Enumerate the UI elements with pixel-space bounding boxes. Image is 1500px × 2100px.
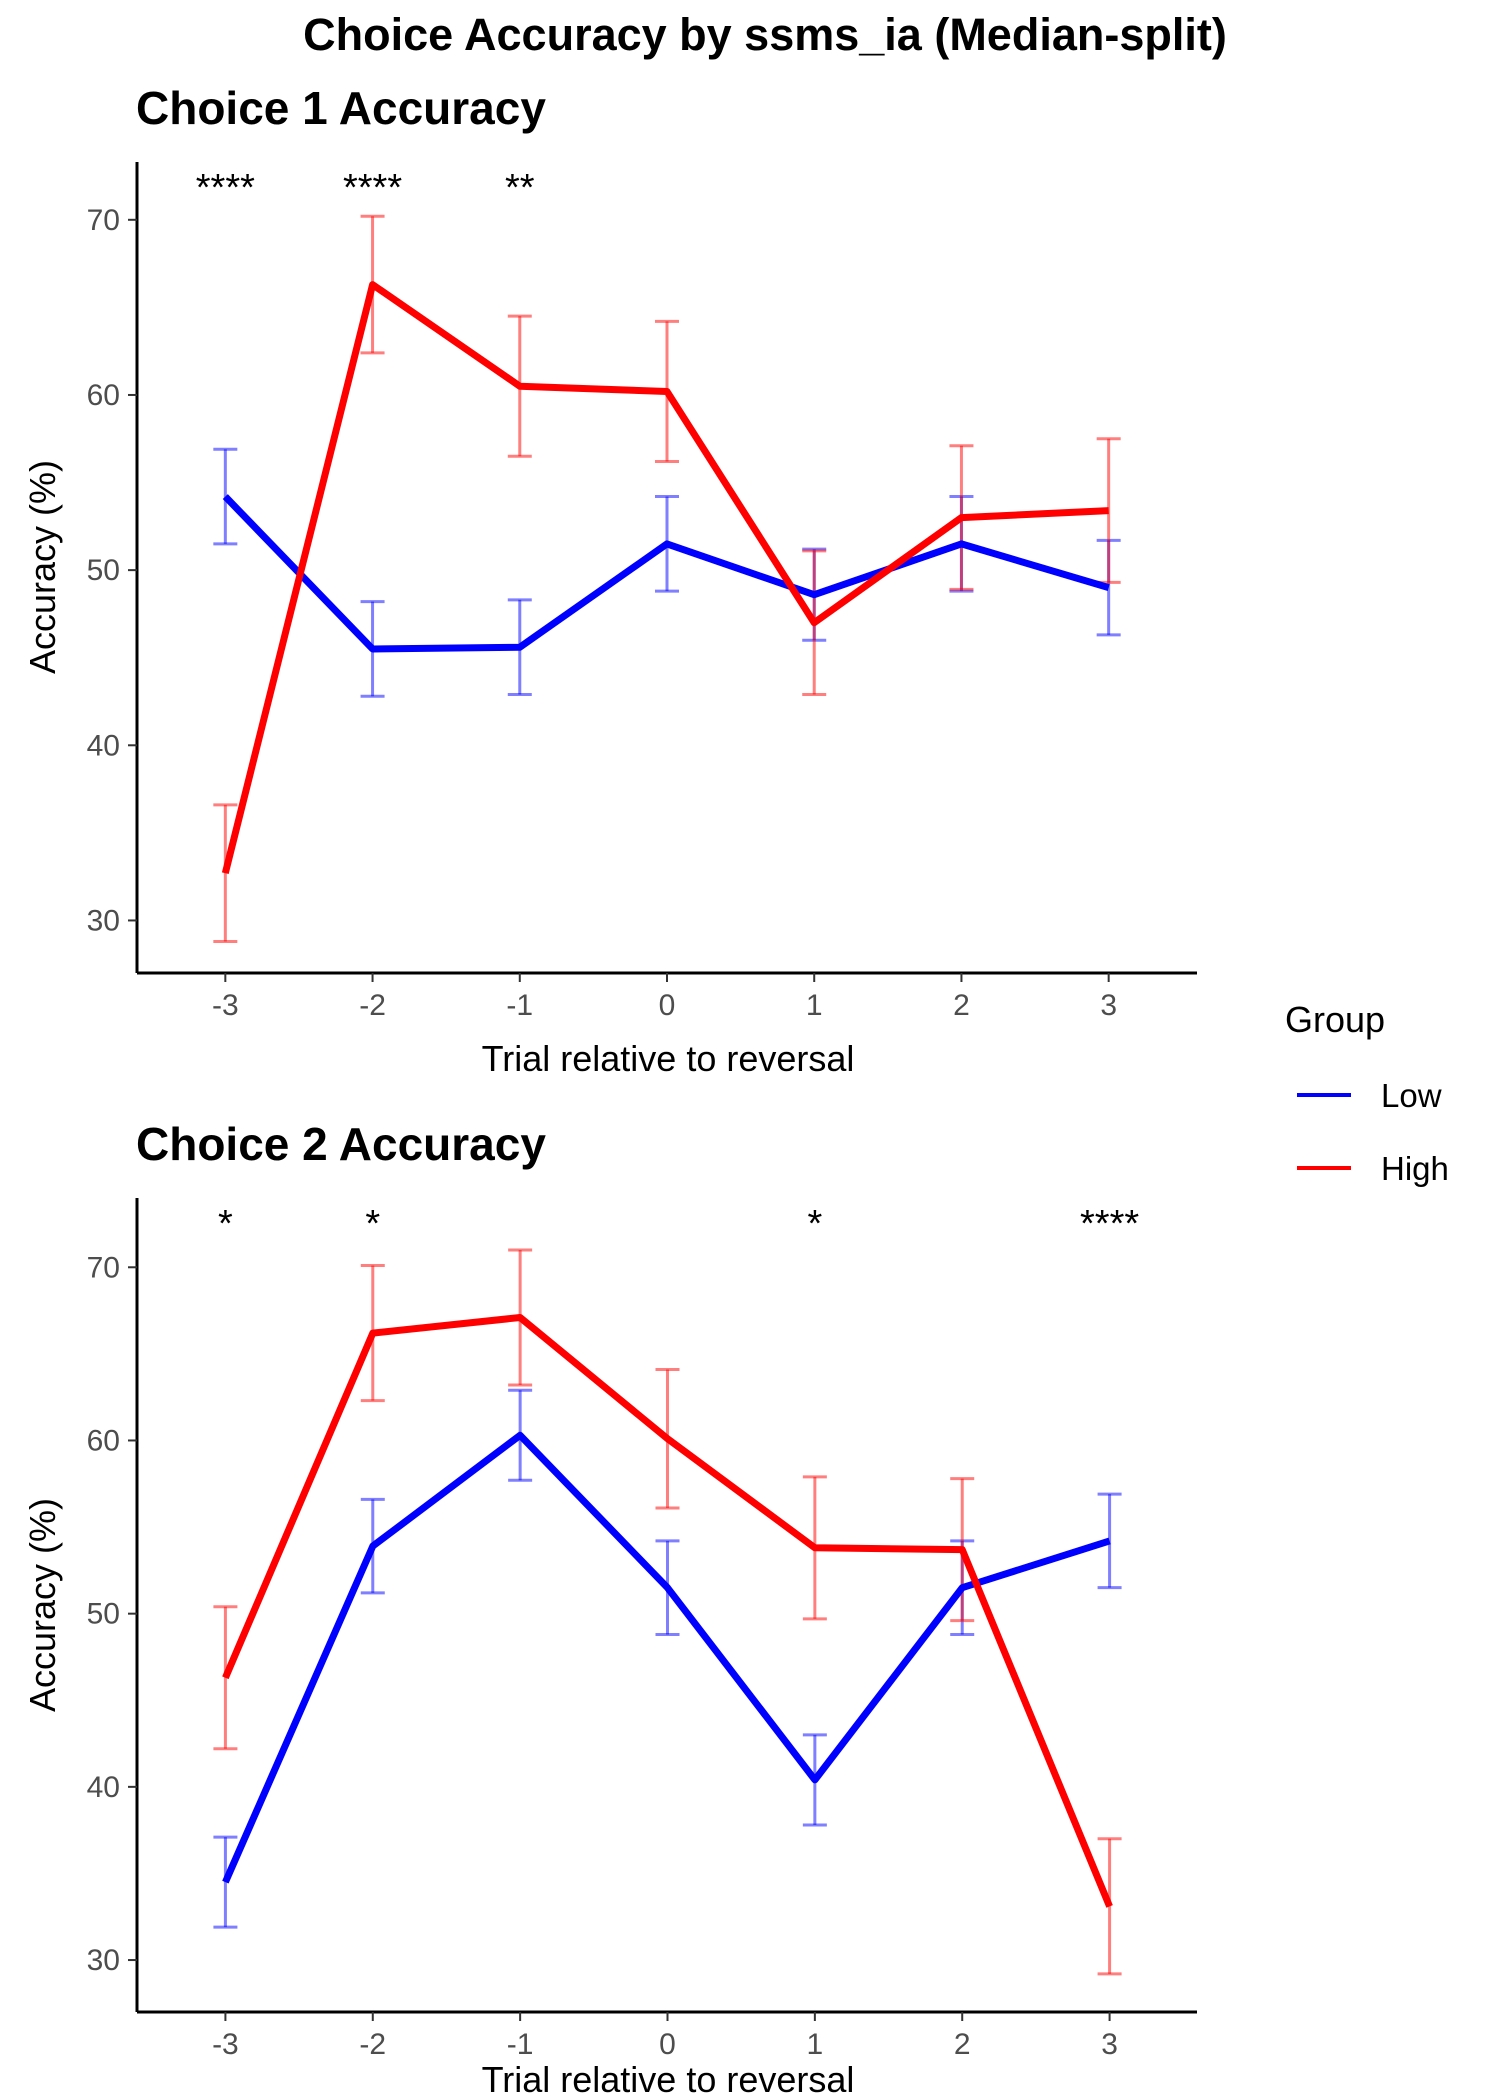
- x-tick-label: 3: [1100, 989, 1117, 1022]
- x-tick-label: 3: [1101, 2028, 1118, 2061]
- legend-title: Group: [1285, 999, 1385, 1040]
- figure-title: Choice Accuracy by ssms_ia (Median-split…: [303, 9, 1227, 60]
- significance-label: ****: [343, 167, 402, 209]
- y-tick-label: 60: [87, 379, 120, 412]
- x-tick-label: -2: [359, 2028, 386, 2061]
- y-tick-label: 70: [87, 204, 120, 237]
- legend-label-high: High: [1381, 1150, 1449, 1187]
- significance-label: ****: [196, 167, 255, 209]
- x-tick-label: -3: [212, 989, 239, 1022]
- y-tick-label: 30: [87, 904, 120, 937]
- y-tick-label: 40: [87, 1771, 120, 1804]
- panel-choice-1: Choice 1 Accuracy **** **** ** Trial relat…: [22, 82, 1197, 1079]
- x-tick-label: 0: [659, 989, 676, 1022]
- x-tick-label: -3: [212, 2028, 239, 2061]
- significance-label: *: [218, 1203, 233, 1245]
- significance-label: **: [505, 167, 535, 209]
- legend-label-low: Low: [1381, 1077, 1442, 1114]
- significance-label: *: [365, 1203, 380, 1245]
- x-tick-label: 2: [954, 2028, 971, 2061]
- y-tick-label: 30: [87, 1944, 120, 1977]
- plot-area-choice-2: * * * ****: [213, 1203, 1139, 1976]
- x-tick-label: -2: [359, 989, 386, 1022]
- panel-title-choice-2: Choice 2 Accuracy: [136, 1118, 546, 1170]
- panel-title-choice-1: Choice 1 Accuracy: [136, 82, 546, 134]
- x-axis-label: Trial relative to reversal: [482, 2059, 855, 2100]
- x-tick-label: -1: [506, 989, 533, 1022]
- y-tick-label: 50: [87, 554, 120, 587]
- x-tick-label: 1: [807, 2028, 824, 2061]
- x-tick-label: 1: [806, 989, 823, 1022]
- x-tick-label: -1: [507, 2028, 534, 2061]
- x-axis-label: Trial relative to reversal: [482, 1038, 855, 1079]
- legend: Group Low High: [1285, 999, 1449, 1187]
- y-tick-label: 70: [87, 1251, 120, 1284]
- y-tick-label: 60: [87, 1424, 120, 1457]
- significance-label: *: [807, 1203, 822, 1245]
- y-axis-label: Accuracy (%): [22, 460, 63, 674]
- x-tick-label: 2: [953, 989, 970, 1022]
- plot-area-choice-1: **** **** **: [196, 167, 1121, 943]
- y-tick-label: 50: [87, 1598, 120, 1631]
- y-tick-label: 40: [87, 729, 120, 762]
- y-axis-label: Accuracy (%): [22, 1498, 63, 1712]
- x-tick-label: 0: [659, 2028, 676, 2061]
- significance-label: ****: [1080, 1203, 1139, 1245]
- panel-choice-2: Choice 2 Accuracy * * * **** Trial relative…: [22, 1118, 1197, 2100]
